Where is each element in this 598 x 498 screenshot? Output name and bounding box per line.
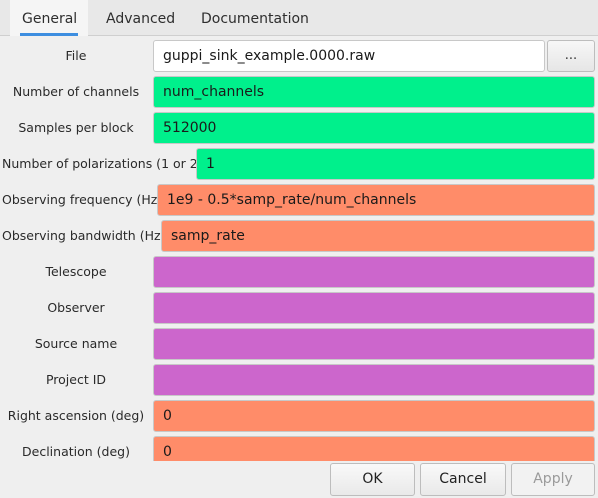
file-row: File guppi_sink_example.0000.raw ...: [0, 39, 598, 73]
observer-input[interactable]: [153, 292, 595, 324]
field-label: Right ascension (deg): [7, 408, 145, 423]
observing-frequency-input[interactable]: 1e9 - 0.5*samp_rate/num_channels: [157, 184, 595, 216]
field-row: Observing frequency (Hz) 1e9 - 0.5*samp_…: [0, 183, 598, 217]
source-name-input[interactable]: [153, 328, 595, 360]
num-channels-input[interactable]: num_channels: [153, 76, 595, 108]
field-row: Number of channels num_channels: [0, 75, 598, 109]
observing-bandwidth-input[interactable]: samp_rate: [161, 220, 595, 252]
samples-per-block-input[interactable]: 512000: [153, 112, 595, 144]
field-row: Project ID: [0, 363, 598, 397]
field-row: Samples per block 512000: [0, 111, 598, 145]
field-label: Observer: [47, 300, 105, 315]
file-input[interactable]: guppi_sink_example.0000.raw: [153, 40, 545, 72]
field-row: Number of polarizations (1 or 2) 1: [0, 147, 598, 181]
tab-bar: General Advanced Documentation: [0, 0, 598, 36]
field-label: Number of channels: [12, 84, 140, 99]
form-area: File guppi_sink_example.0000.raw ... Num…: [0, 37, 598, 461]
field-label: Project ID: [45, 372, 107, 387]
dialog-button-bar: OK Cancel Apply: [0, 461, 598, 498]
tab-general[interactable]: General: [10, 0, 88, 36]
right-ascension-input[interactable]: 0: [153, 400, 595, 432]
field-label: Number of polarizations (1 or 2): [2, 156, 203, 171]
field-row: Observing bandwidth (Hz) samp_rate: [0, 219, 598, 253]
field-label: Observing bandwidth (Hz): [2, 228, 166, 243]
field-row: Source name: [0, 327, 598, 361]
field-label: Source name: [34, 336, 118, 351]
tab-advanced[interactable]: Advanced: [106, 11, 176, 27]
project-id-input[interactable]: [153, 364, 595, 396]
ok-button[interactable]: OK: [330, 463, 415, 496]
num-polarizations-input[interactable]: 1: [196, 148, 595, 180]
file-label: File: [65, 48, 87, 63]
field-row: Observer: [0, 291, 598, 325]
apply-button[interactable]: Apply: [511, 463, 595, 496]
field-label: Declination (deg): [22, 444, 130, 459]
field-row: Right ascension (deg) 0: [0, 399, 598, 433]
browse-button[interactable]: ...: [547, 40, 595, 72]
telescope-input[interactable]: [153, 256, 595, 288]
field-label: Samples per block: [18, 120, 134, 135]
field-row: Telescope: [0, 255, 598, 289]
field-row: Declination (deg) 0: [0, 435, 598, 461]
field-label: Observing frequency (Hz): [2, 192, 163, 207]
field-label: Telescope: [45, 264, 107, 279]
cancel-button[interactable]: Cancel: [420, 463, 506, 496]
declination-input[interactable]: 0: [153, 436, 595, 461]
tab-documentation[interactable]: Documentation: [201, 11, 309, 27]
